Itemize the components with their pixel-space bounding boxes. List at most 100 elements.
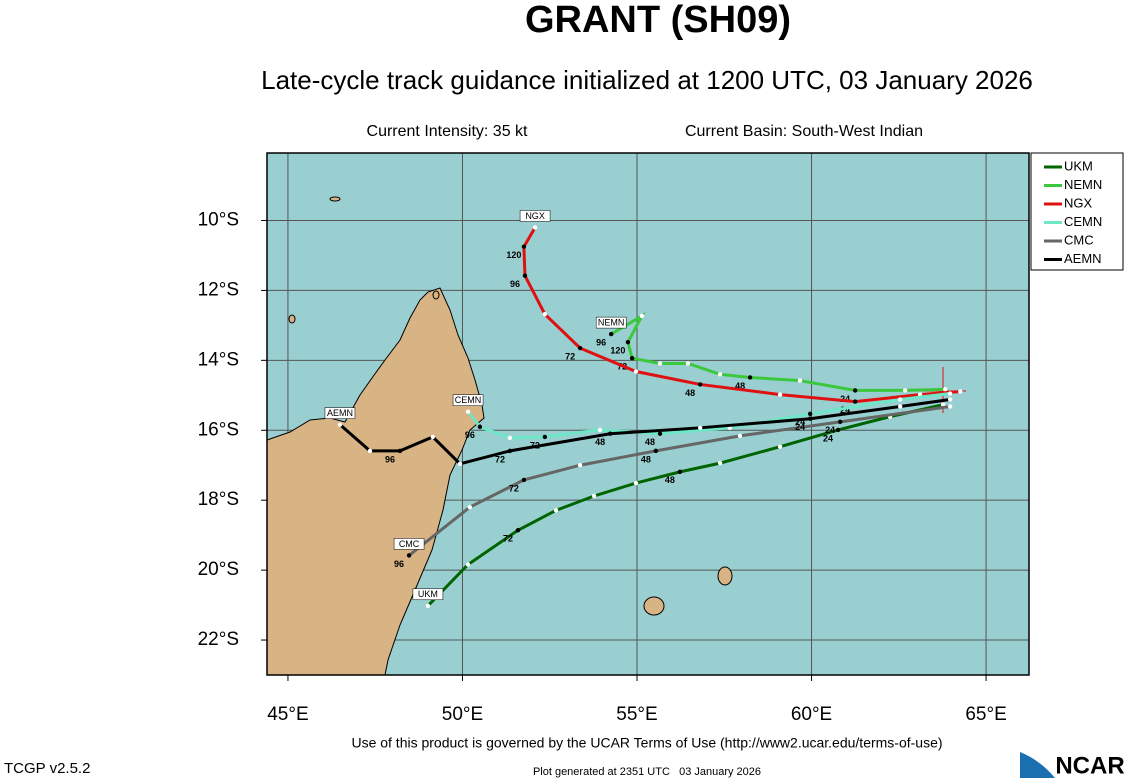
forecast-hour: 48: [735, 381, 745, 391]
generated: Plot generated at 2351 UTC 03 January 20…: [533, 766, 761, 778]
legend-label: NEMN: [1064, 177, 1102, 192]
track-point: [947, 391, 953, 396]
legend-label: UKM: [1064, 158, 1093, 173]
track-point: [797, 378, 803, 383]
forecast-hour: 120: [610, 346, 625, 356]
x-tick-label: 65°E: [965, 704, 1006, 725]
track-point: [633, 369, 639, 374]
track-point: [591, 493, 597, 499]
model-tag-box: [324, 407, 356, 419]
forecast-hour: 24: [840, 394, 850, 404]
version: TCGP v2.5.2: [4, 760, 90, 777]
track-point: [542, 311, 548, 317]
track-point: [717, 460, 723, 466]
track-point: [465, 409, 471, 414]
forecast-hour: 24: [795, 417, 805, 427]
forecast-hour: 48: [645, 437, 655, 447]
island: [643, 596, 665, 616]
legend-label: CMC: [1064, 232, 1094, 247]
model-tag: NEMN: [598, 317, 625, 327]
forecast-hour: 120: [506, 250, 521, 260]
track-point: [852, 388, 858, 393]
model-tag-box: [519, 210, 551, 222]
track-point: [577, 345, 583, 351]
terms: Use of this product is governed by the U…: [351, 735, 942, 751]
track-point: [777, 392, 783, 397]
track-point: [467, 504, 473, 510]
logo-mark: [1020, 752, 1055, 778]
track-point: [625, 339, 631, 345]
plot-frame: [266, 152, 1030, 676]
y-tick-label: 20°S: [198, 559, 239, 580]
y-tick-label: 14°S: [198, 349, 239, 370]
legend-entries: UKM NEMN NGX CEMN CMC AEMN: [1044, 158, 1102, 266]
track-point: [608, 331, 614, 337]
track-point: [515, 528, 521, 533]
title: GRANT (SH09): [525, 0, 791, 41]
track-point: [657, 431, 663, 436]
basin: Current Basin: South-West Indian: [685, 123, 923, 140]
y-tick-label: 16°S: [198, 419, 239, 440]
forecast-hour: 24: [840, 405, 850, 415]
legend-label: NGX: [1064, 195, 1093, 210]
track-point: [697, 425, 703, 431]
forecast-hour: 24: [795, 422, 805, 432]
track-point: [897, 397, 903, 402]
track-point: [685, 361, 691, 366]
madagascar: [266, 287, 485, 676]
island: [717, 566, 733, 586]
x-tick-label: 60°E: [791, 704, 832, 725]
subtitle: Late-cycle track guidance initialized at…: [261, 65, 1033, 95]
model-tag-box: [412, 588, 444, 601]
track-point: [897, 404, 903, 409]
track-point: [542, 434, 548, 440]
y-tick-label: 18°S: [198, 489, 239, 510]
track-point: [677, 469, 683, 475]
track-point: [477, 424, 483, 429]
track-point: [633, 480, 639, 486]
legend-label: AEMN: [1064, 251, 1102, 266]
track-point: [457, 461, 463, 467]
track-point: [367, 448, 373, 454]
forecast-hour: 48: [685, 388, 695, 398]
forecast-hour: 24: [823, 433, 833, 443]
tracks: 24 48 72 UKM 24 48 72 120 96 NEMN 24 48 72 96 120 NGX 24…: [324, 210, 963, 608]
track-point: [837, 419, 843, 425]
track-point: [397, 448, 403, 454]
track-line: [408, 404, 951, 557]
forecast-hour: 48: [595, 437, 605, 447]
track-point: [507, 435, 513, 441]
track-point: [507, 448, 513, 454]
track-point: [597, 427, 603, 433]
forecast-hour: 96: [510, 279, 520, 289]
model-tag: NGX: [525, 211, 545, 221]
track-point: [777, 444, 783, 449]
track-point: [553, 508, 559, 513]
island: [329, 196, 341, 202]
track-point: [747, 375, 753, 380]
model-tag: AEMN: [327, 408, 353, 418]
track-point: [653, 448, 659, 454]
track-point: [425, 603, 431, 608]
track-point: [947, 397, 953, 402]
track-point: [629, 356, 635, 361]
track-point: [639, 313, 645, 319]
track-point: [697, 382, 703, 387]
x-tick-label: 45°E: [267, 704, 308, 725]
track-point: [807, 411, 813, 417]
track-point: [521, 477, 527, 483]
track-point: [852, 399, 858, 404]
intensity: Current Intensity: 35 kt: [367, 123, 529, 140]
model-tag-box: [393, 538, 425, 550]
model-tag-box: [595, 316, 627, 329]
track-line: [426, 403, 944, 607]
track-point: [717, 372, 723, 377]
x-tick-label: 50°E: [442, 704, 483, 725]
model-tag: CMC: [399, 539, 420, 549]
model-tag: UKM: [418, 589, 438, 599]
y-tick-label: 10°S: [198, 209, 239, 230]
forecast-hour: 96: [394, 559, 404, 569]
track-line: [610, 311, 946, 392]
legend-label: CEMN: [1064, 214, 1102, 229]
